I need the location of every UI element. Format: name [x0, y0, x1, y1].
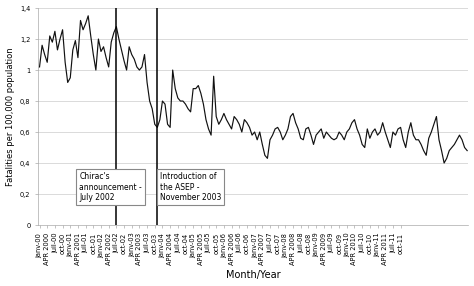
Y-axis label: Fatalities per 100,000 population: Fatalities per 100,000 population	[6, 47, 15, 186]
X-axis label: Month/Year: Month/Year	[226, 271, 281, 281]
Text: Introduction of
the ASEP -
November 2003: Introduction of the ASEP - November 2003	[160, 172, 221, 202]
Text: Chirac's
announcement -
July 2002: Chirac's announcement - July 2002	[79, 172, 142, 202]
